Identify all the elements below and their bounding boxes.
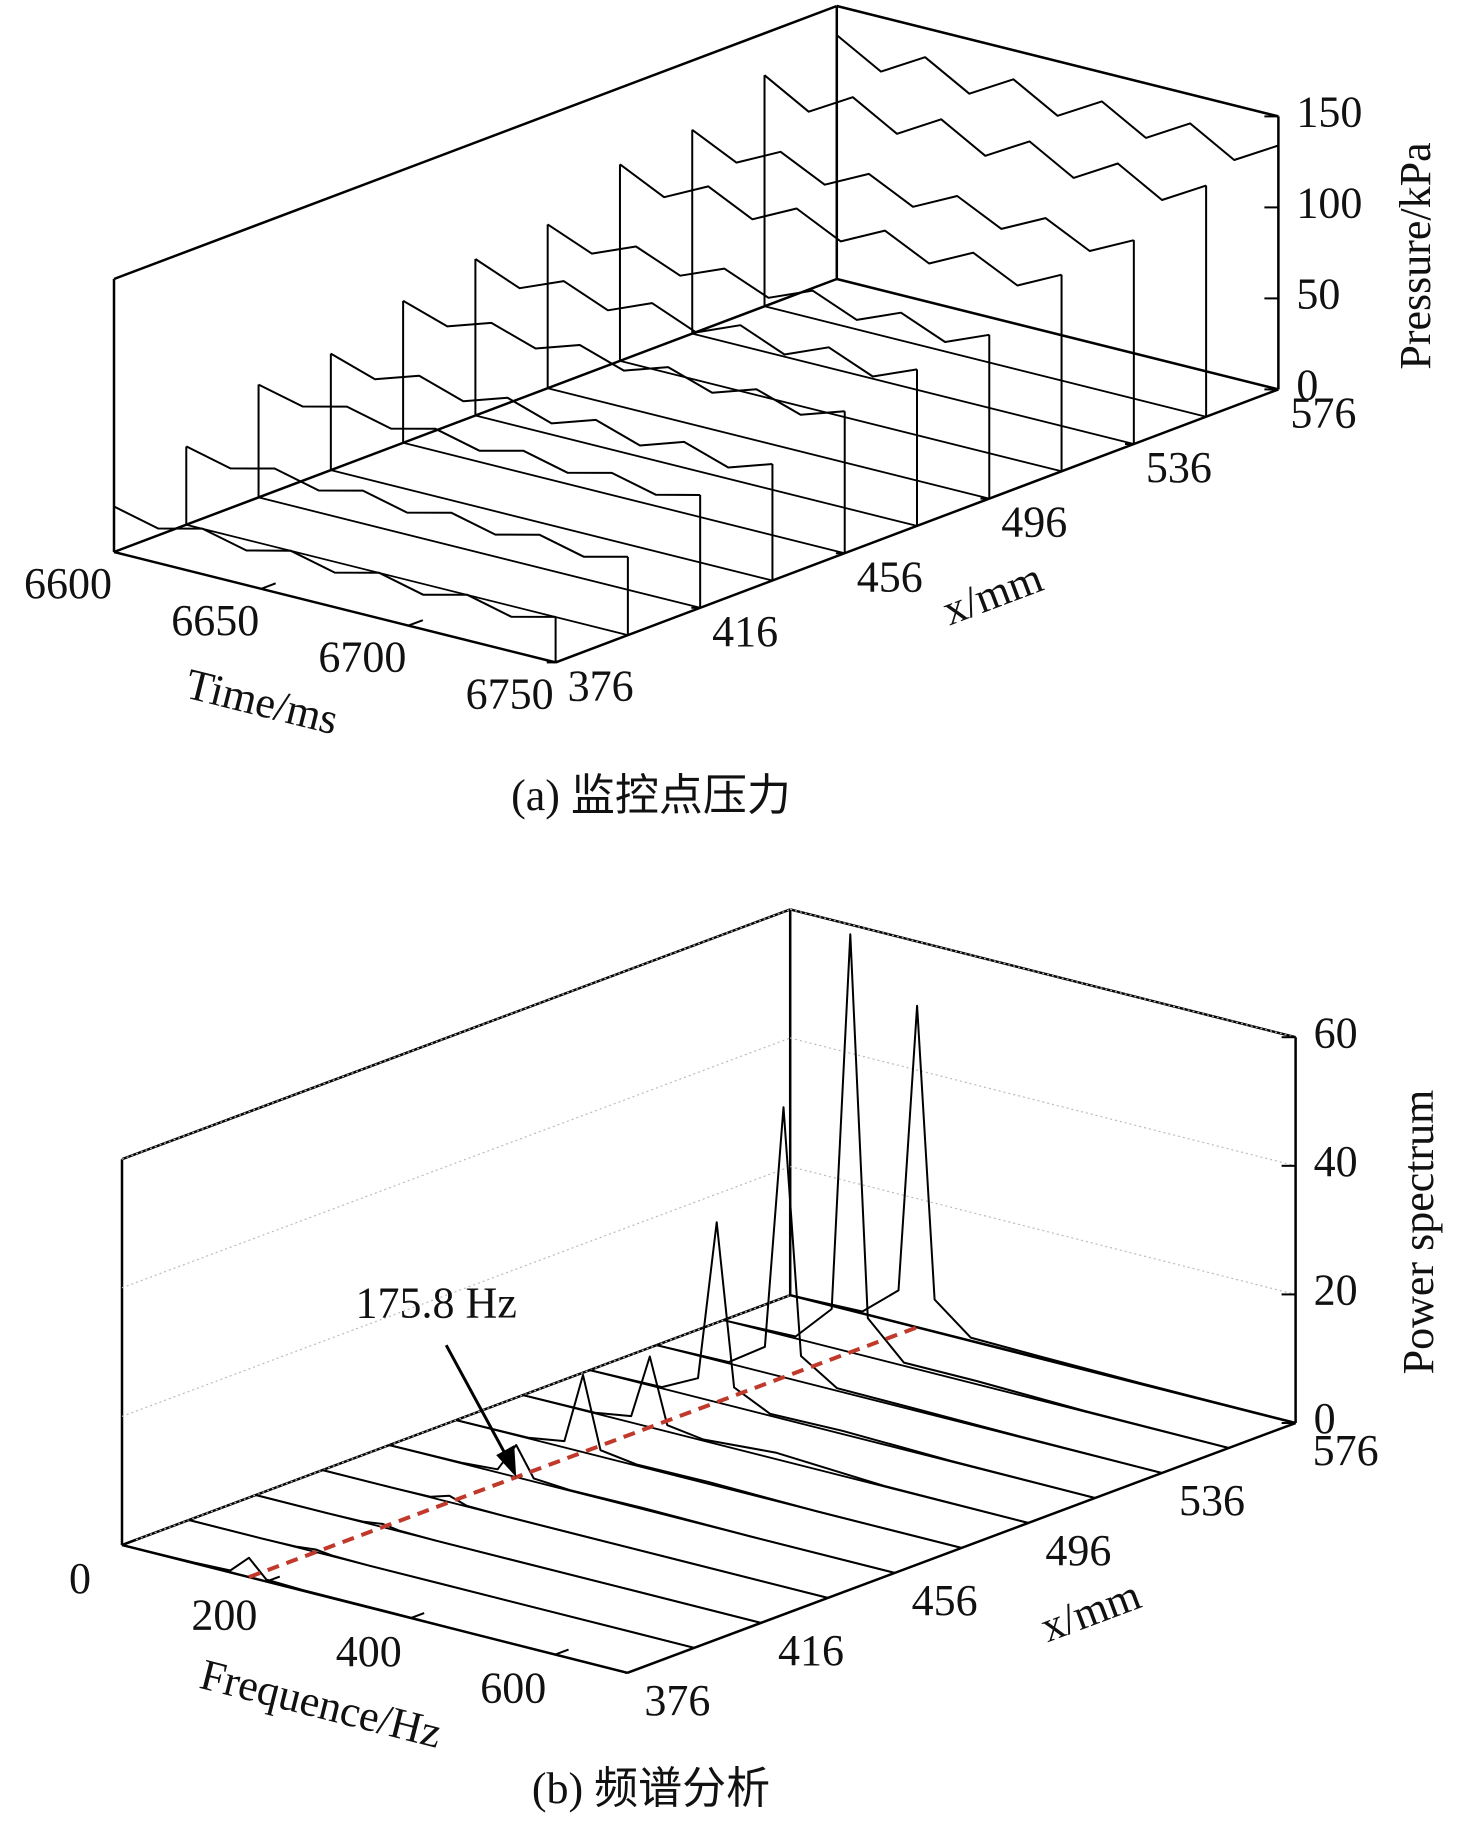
z-tick-label: 0	[1296, 360, 1318, 409]
z-tick-label: 100	[1296, 178, 1362, 227]
y-tick-label: 376	[568, 661, 634, 710]
y-tick-label: 376	[644, 1676, 710, 1725]
z-axis-label: Power spectrum	[1394, 1090, 1443, 1375]
trace	[389, 1444, 895, 1574]
grid-line	[790, 1166, 1296, 1296]
x-tick-label: 6700	[318, 633, 406, 682]
x-tick	[260, 582, 277, 590]
grid-line	[121, 1037, 791, 1289]
x-tick-label: 6750	[466, 669, 554, 718]
x-tick-label: 6600	[24, 559, 112, 608]
y-axis-label: x/mm	[936, 553, 1049, 635]
series-baseline	[475, 414, 918, 527]
x-tick-label: 400	[336, 1627, 402, 1676]
trace	[547, 223, 990, 343]
trace	[255, 1494, 762, 1624]
series-baseline	[692, 332, 1135, 445]
y-tick-label: 576	[1290, 388, 1356, 437]
trace	[619, 163, 1062, 287]
series-baseline	[547, 387, 990, 500]
x-tick	[554, 1648, 569, 1656]
trace	[836, 34, 1279, 161]
trace	[589, 1221, 1096, 1499]
series-baseline	[113, 551, 556, 664]
x-tick-label: 600	[480, 1664, 546, 1713]
trace	[763, 74, 1207, 201]
trace	[691, 128, 1135, 252]
trace	[789, 1004, 1296, 1424]
annotation: 175.8 Hz	[356, 1278, 517, 1327]
series-baseline	[836, 278, 1279, 391]
series-baseline	[764, 305, 1207, 418]
y-tick-label: 576	[1313, 1426, 1379, 1475]
series-baseline	[330, 469, 773, 582]
trace	[474, 258, 918, 378]
grid-line	[790, 908, 1296, 1038]
trace	[185, 445, 628, 558]
trace	[330, 352, 773, 469]
y-tick-label: 496	[1045, 1526, 1111, 1575]
x-tick	[555, 656, 571, 664]
trace	[113, 505, 556, 618]
trace	[455, 1374, 962, 1549]
z-tick-label: 0	[1314, 1394, 1336, 1443]
grid-line	[790, 1037, 1296, 1167]
x-tick	[408, 619, 424, 627]
trace	[322, 1469, 829, 1599]
z-tick-label: 60	[1314, 1008, 1358, 1057]
grid-line	[121, 1166, 791, 1417]
y-tick-label: 416	[778, 1626, 844, 1675]
trace	[121, 1544, 628, 1674]
trace	[522, 1355, 1029, 1524]
series-baseline	[619, 360, 1062, 473]
trace	[188, 1519, 695, 1649]
z-tick-label: 40	[1314, 1137, 1358, 1186]
caption: (a) 监控点压力	[511, 771, 791, 820]
y-tick-label: 416	[712, 607, 778, 656]
y-tick-label: 456	[857, 552, 923, 601]
x-tick-label: 0	[69, 1554, 91, 1603]
trace	[723, 933, 1230, 1449]
series-baseline	[258, 496, 701, 609]
trace	[258, 383, 701, 496]
annotation-arrowhead	[496, 1445, 517, 1478]
x-tick-label: 200	[191, 1591, 257, 1640]
x-axis-label: Frequence/Hz	[195, 1650, 446, 1758]
series-baseline	[402, 441, 845, 555]
z-tick-label: 50	[1296, 269, 1340, 318]
y-tick-label: 536	[1146, 443, 1212, 492]
axis-box	[113, 4, 838, 281]
z-tick-label: 20	[1314, 1266, 1358, 1315]
z-tick-label: 150	[1296, 87, 1362, 136]
x-tick-label: 6650	[171, 596, 259, 645]
annotation-arrow	[444, 1344, 512, 1464]
y-tick-label: 456	[912, 1576, 978, 1625]
y-tick-label: 536	[1179, 1476, 1245, 1525]
x-tick	[121, 1539, 136, 1546]
z-axis-label: Pressure/kPa	[1391, 142, 1440, 369]
grid-line	[121, 908, 791, 1160]
y-tick-label: 496	[1001, 498, 1067, 547]
trace	[402, 299, 845, 416]
y-axis-label: x/mm	[1034, 1570, 1147, 1652]
x-tick	[113, 545, 129, 553]
caption: (b) 频谱分析	[532, 1764, 770, 1813]
axis-box	[836, 4, 1279, 118]
trace	[656, 1106, 1163, 1474]
